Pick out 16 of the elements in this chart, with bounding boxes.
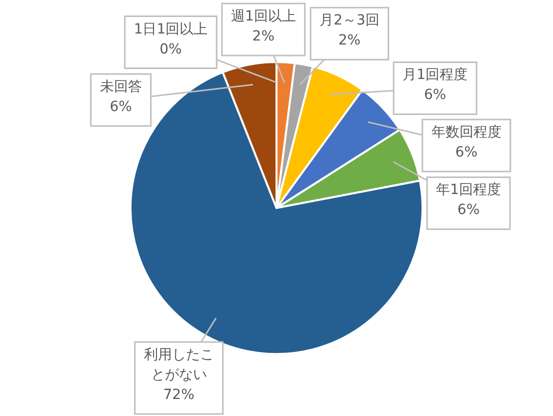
- slice-label: 月1回程度: [402, 67, 468, 84]
- data-label: 6%: [457, 202, 480, 218]
- slice-label: 年1回程度: [436, 182, 501, 198]
- text: 0%: [160, 41, 182, 58]
- slice-label: 週1回以上: [230, 8, 296, 25]
- category-label: 1日1回以上: [134, 21, 208, 38]
- slice-label: 月2～3回: [320, 12, 380, 29]
- slice-label: 未回答: [100, 79, 142, 96]
- data-label: 6%: [424, 87, 446, 104]
- data-label: 6%: [110, 99, 132, 116]
- slice-label: 年数回程度: [431, 124, 502, 140]
- data-label: 2%: [252, 28, 275, 45]
- data-label: 72%: [163, 387, 194, 403]
- data-label: 6%: [455, 144, 478, 160]
- data-label: 2%: [338, 32, 361, 49]
- slice-label: 利用したことがない: [144, 347, 214, 383]
